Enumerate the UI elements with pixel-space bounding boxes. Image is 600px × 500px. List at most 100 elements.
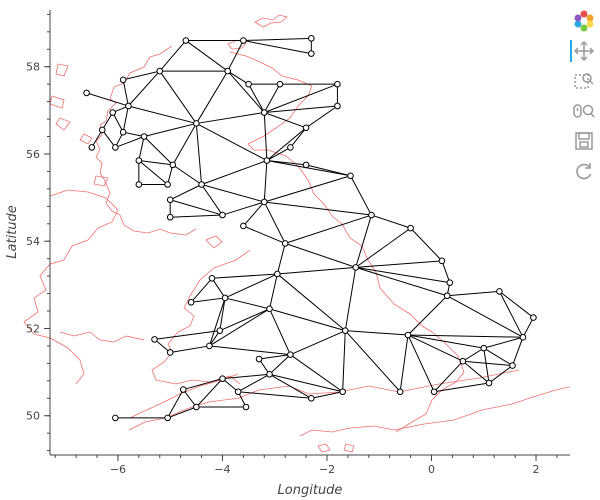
network-edge — [407, 334, 464, 362]
tool-bokeh-logo[interactable] — [570, 6, 598, 36]
network-node — [140, 133, 148, 140]
network-edge — [263, 83, 281, 113]
network-edge — [522, 317, 534, 338]
network-edge — [196, 112, 265, 124]
network-edge — [277, 266, 356, 275]
network-edge — [447, 290, 500, 297]
tool-box-zoom[interactable] — [570, 66, 598, 96]
network-edge — [227, 40, 244, 72]
network-edge — [138, 160, 173, 166]
network-edge — [483, 347, 513, 366]
box-zoom-icon — [574, 73, 594, 89]
network-edge — [128, 105, 197, 124]
network-edge — [219, 297, 226, 331]
network-edge — [344, 330, 401, 393]
network-edge — [123, 70, 160, 81]
network-edge — [407, 334, 435, 392]
x-tick-label: −4 — [214, 463, 230, 476]
tool-reset[interactable] — [570, 156, 598, 186]
chart-canvas[interactable]: −6 −4 −2 0 2 50 52 54 56 58 Longitude Latitude — [0, 0, 570, 500]
network-edge — [264, 175, 351, 203]
network-edge — [201, 184, 223, 216]
network-node — [88, 144, 96, 151]
network-node — [224, 67, 231, 75]
network-edge — [196, 122, 268, 161]
network-edge — [285, 242, 356, 268]
network-node — [341, 327, 349, 334]
network-edge — [172, 164, 202, 185]
network-edge — [371, 214, 411, 229]
network-edge — [269, 308, 346, 332]
network-node — [302, 124, 310, 132]
network-edge — [266, 146, 291, 161]
network-node — [164, 181, 171, 188]
network-node — [240, 37, 247, 44]
network-node — [193, 120, 200, 127]
network-edge — [224, 297, 270, 310]
network-node — [151, 336, 158, 343]
network-node — [308, 50, 315, 57]
network-edge — [258, 354, 291, 360]
network-edge — [345, 330, 409, 336]
network-node — [480, 344, 488, 352]
network-node — [485, 379, 493, 387]
tool-save[interactable] — [570, 126, 598, 156]
bokeh-logo-icon — [574, 10, 594, 32]
network-node — [308, 35, 315, 42]
network-edge — [311, 391, 343, 399]
network-edge — [269, 373, 312, 399]
network-edge — [499, 291, 534, 318]
network-edge — [167, 406, 197, 419]
network-edge — [169, 184, 202, 201]
y-tick-label: 58 — [26, 61, 40, 74]
save-icon — [575, 132, 593, 150]
network-edge — [222, 378, 239, 393]
network-node — [260, 109, 268, 116]
coastline-layer — [23, 14, 570, 453]
network-edge — [138, 160, 168, 185]
network-edge — [201, 160, 268, 185]
network-node — [135, 181, 143, 188]
network-node — [83, 89, 90, 97]
network-edge — [238, 391, 312, 399]
network-node — [407, 224, 414, 232]
network-node — [125, 102, 132, 110]
tool-pan[interactable] — [570, 36, 598, 66]
x-tick-label: 0 — [428, 463, 435, 476]
network-edge — [143, 136, 174, 166]
network-node — [242, 403, 250, 411]
network-edge — [154, 330, 220, 340]
network-node — [98, 126, 106, 134]
network-node — [519, 333, 527, 341]
network-edge — [167, 164, 174, 185]
network-edge — [355, 266, 450, 284]
network-node — [219, 375, 226, 382]
network-edge — [219, 308, 270, 332]
network-node — [166, 213, 174, 221]
coastline-wales — [151, 249, 251, 385]
network-node — [276, 80, 284, 88]
network-edge — [441, 260, 451, 283]
coastline-france — [299, 386, 570, 437]
tool-wheel-zoom[interactable] — [570, 96, 598, 126]
network-edge — [264, 105, 338, 114]
network-node — [234, 388, 242, 396]
network-edge — [399, 334, 409, 392]
coastline-channel-islands — [317, 443, 355, 453]
network-edge — [433, 360, 464, 393]
network-edge — [243, 225, 286, 244]
network-edge — [263, 201, 286, 244]
network-edge — [227, 70, 249, 85]
network-edge — [91, 129, 103, 148]
y-tick-label: 50 — [26, 410, 40, 423]
edges-layer — [86, 37, 534, 419]
network-node — [166, 196, 174, 204]
y-tick-label: 56 — [26, 148, 40, 161]
network-node — [287, 144, 294, 151]
coastline-hebrides — [49, 63, 109, 187]
network-edge — [112, 112, 124, 133]
network-node — [266, 305, 273, 313]
network-edge — [285, 214, 372, 244]
network-node — [430, 388, 438, 396]
y-axis-label: Latitude — [5, 205, 20, 259]
